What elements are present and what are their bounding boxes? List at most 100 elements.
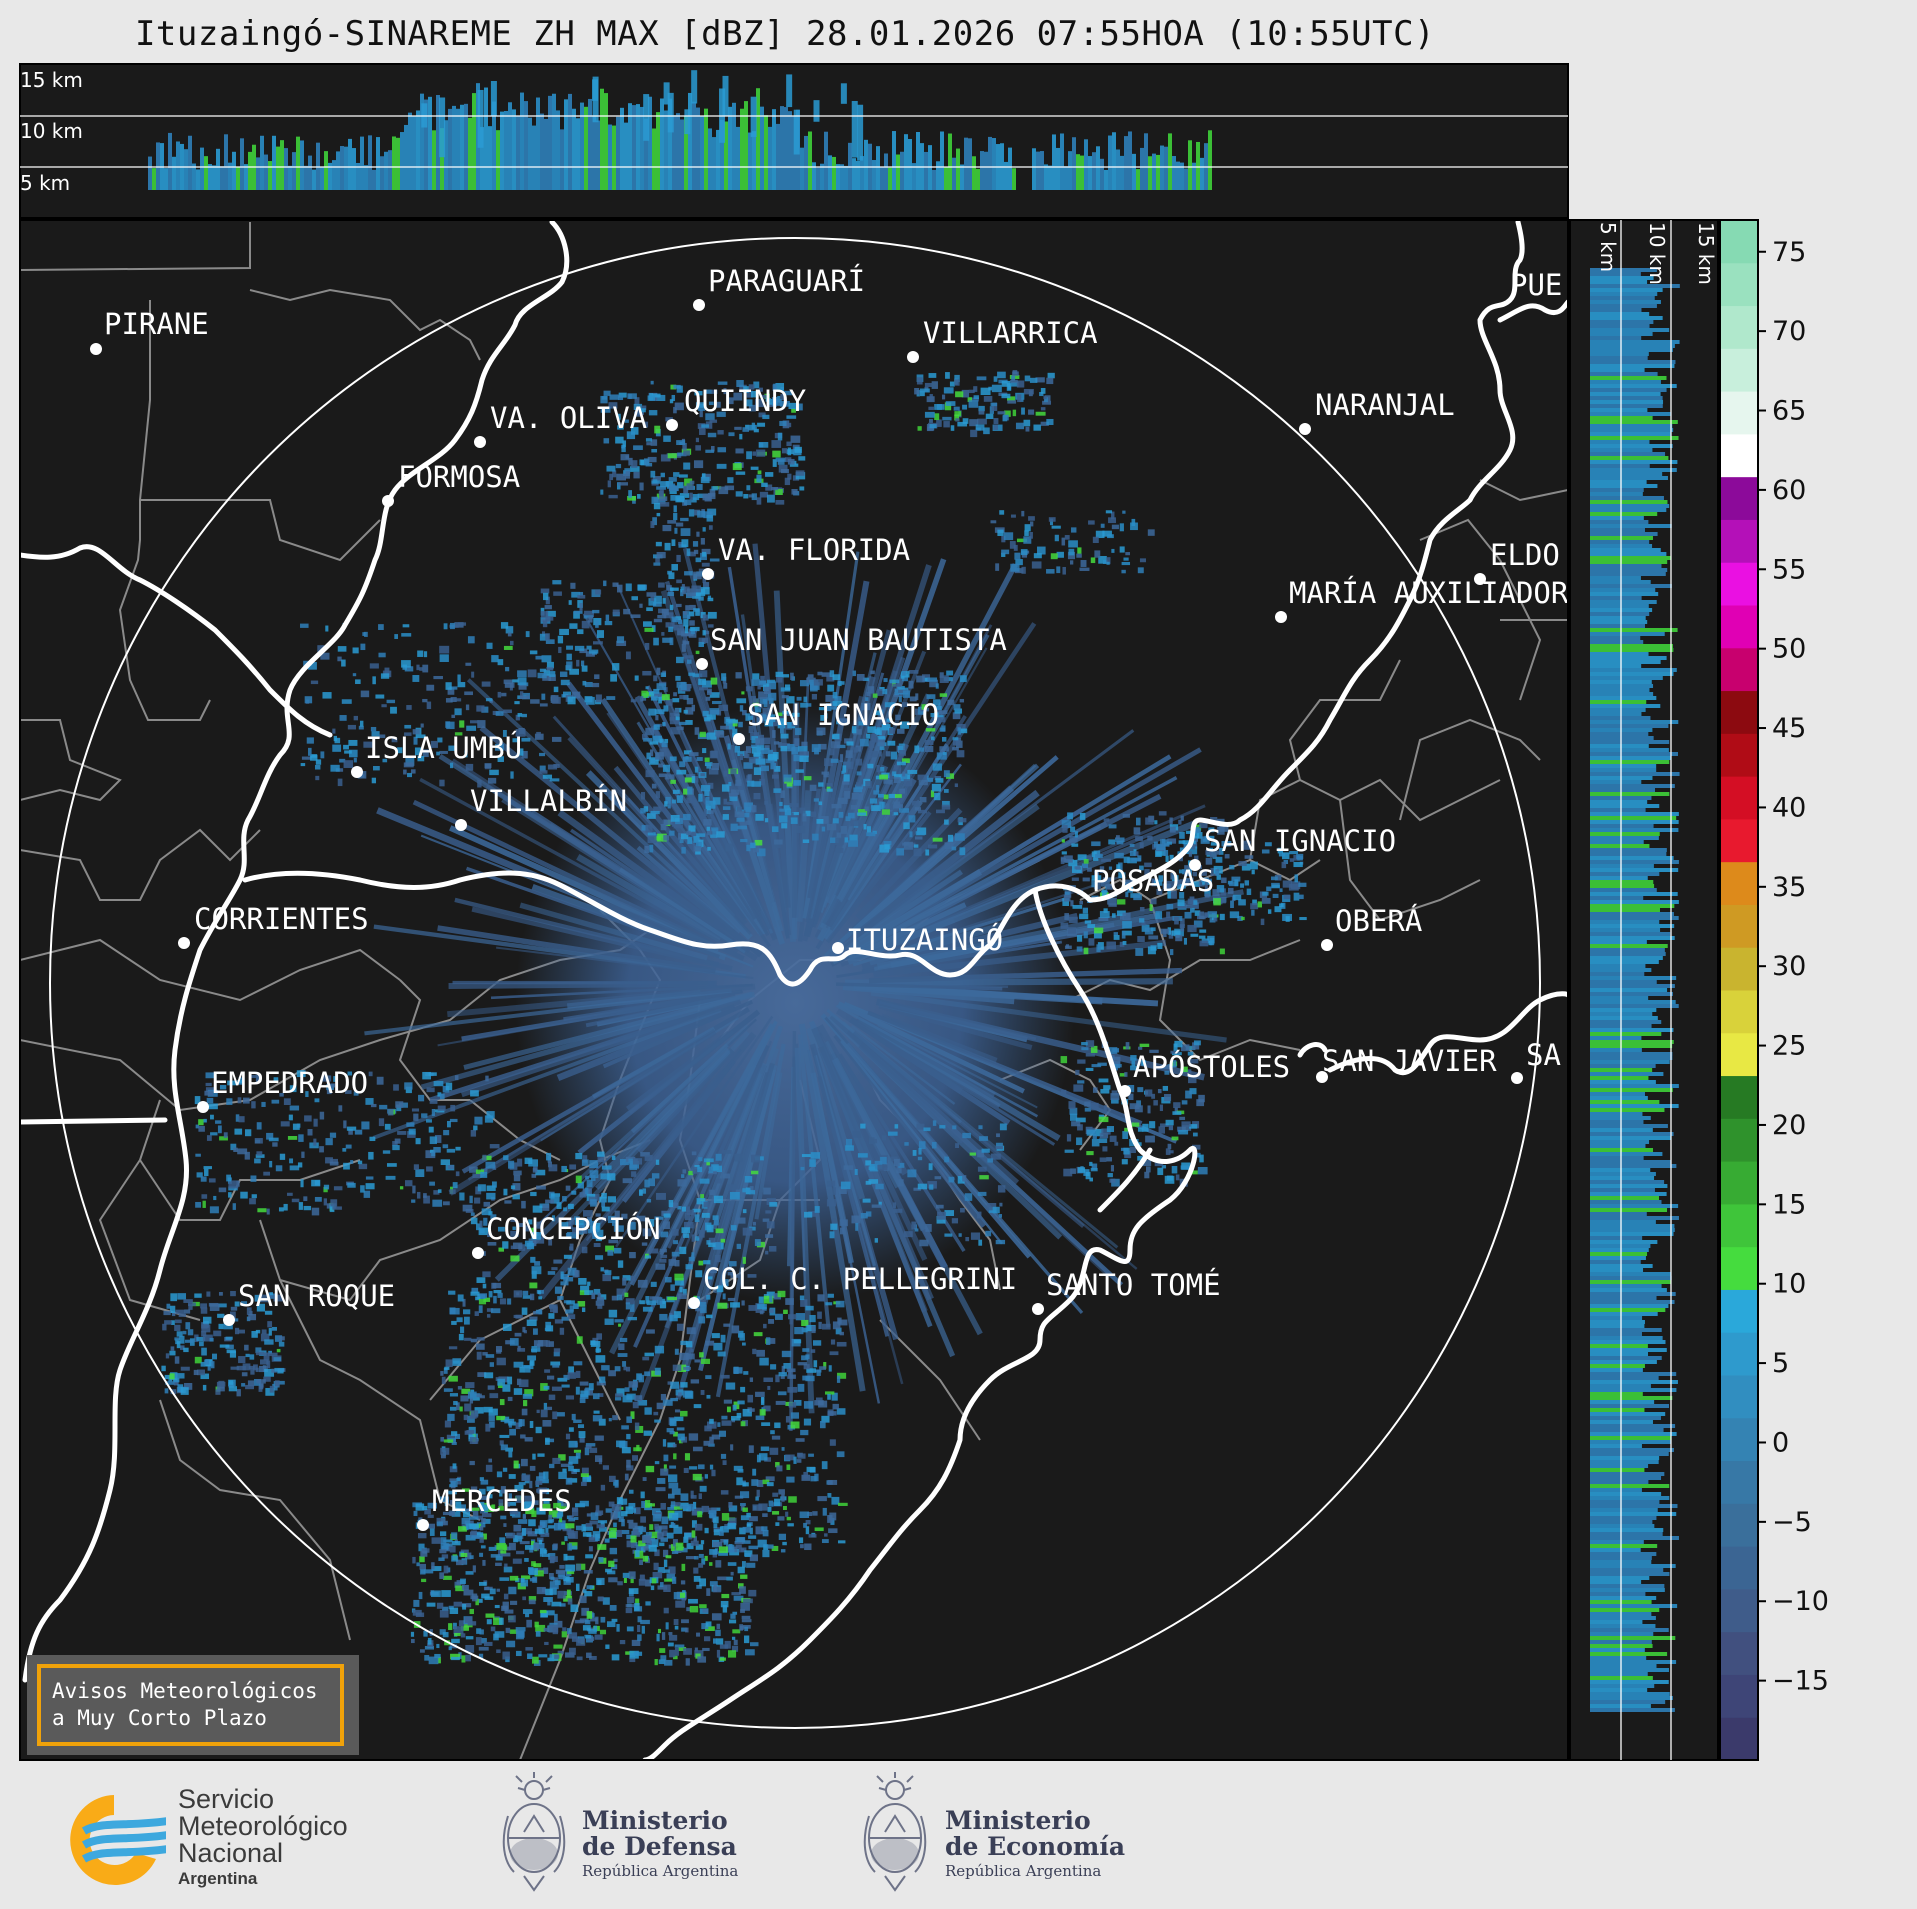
echo-cell bbox=[371, 777, 377, 784]
echo-cell bbox=[494, 1631, 505, 1638]
echo-cell bbox=[433, 675, 443, 680]
echo-cell bbox=[548, 1341, 554, 1347]
echo-cell bbox=[578, 591, 584, 596]
echo-cell bbox=[1229, 911, 1240, 919]
echo-cell bbox=[213, 1330, 222, 1337]
echo-cell bbox=[799, 1511, 810, 1518]
echo-cell bbox=[583, 1570, 593, 1574]
echo-cell bbox=[659, 1258, 667, 1263]
echo-cell bbox=[317, 645, 325, 653]
echo-cell bbox=[593, 1625, 598, 1632]
echo-cell bbox=[782, 710, 789, 715]
echo-cell bbox=[436, 1602, 444, 1609]
echo-cell bbox=[694, 1507, 704, 1513]
echo-cell bbox=[242, 1363, 251, 1371]
echo-cell bbox=[832, 818, 839, 824]
top-echo-column bbox=[1052, 134, 1056, 190]
echo-cell bbox=[663, 705, 669, 712]
echo-cell bbox=[1293, 861, 1303, 868]
echo-cell bbox=[369, 663, 379, 669]
echo-cell bbox=[423, 1195, 430, 1204]
echo-streak bbox=[807, 551, 860, 887]
echo-cell bbox=[1102, 877, 1112, 882]
echo-cell bbox=[1179, 831, 1185, 839]
echo-cell bbox=[533, 1543, 539, 1551]
echo-cell bbox=[705, 1375, 712, 1380]
echo-cell bbox=[235, 1114, 240, 1122]
echo-cell bbox=[751, 493, 757, 501]
echo-cell bbox=[1144, 927, 1154, 935]
echo-cell bbox=[758, 387, 763, 392]
echo-cell bbox=[626, 1459, 631, 1468]
echo-cell bbox=[470, 1410, 479, 1418]
echo-cell bbox=[683, 619, 689, 627]
echo-cell bbox=[664, 738, 669, 743]
echo-cell bbox=[348, 749, 358, 758]
echo-cell bbox=[402, 624, 410, 628]
echo-cell bbox=[228, 1180, 239, 1189]
echo-cell bbox=[745, 807, 751, 813]
echo-cell bbox=[1210, 817, 1218, 821]
echo-cell bbox=[1103, 818, 1110, 822]
echo-cell bbox=[640, 1516, 646, 1523]
echo-cell bbox=[962, 404, 968, 410]
echo-cell bbox=[450, 1653, 460, 1660]
echo-cell bbox=[693, 1567, 699, 1574]
echo-cell bbox=[571, 1190, 577, 1195]
echo-cell bbox=[399, 1186, 404, 1190]
echo-cell bbox=[532, 1453, 536, 1460]
echo-cell bbox=[412, 729, 420, 735]
echo-cell bbox=[655, 752, 664, 760]
echo-cell bbox=[827, 1293, 834, 1298]
echo-cell bbox=[548, 1624, 559, 1633]
echo-cell bbox=[640, 460, 646, 466]
echo-cell bbox=[403, 769, 407, 775]
top-echo-column bbox=[880, 167, 884, 190]
echo-cell bbox=[587, 1228, 597, 1234]
echo-cell bbox=[184, 1309, 191, 1314]
echo-cell bbox=[680, 517, 689, 522]
echo-cell bbox=[436, 1643, 440, 1649]
echo-cell bbox=[728, 432, 735, 437]
echo-cell bbox=[754, 839, 763, 846]
echo-cell bbox=[793, 1339, 802, 1344]
top-echo-column bbox=[284, 148, 288, 190]
echo-cell bbox=[1161, 839, 1166, 846]
echo-cell bbox=[325, 625, 329, 632]
echo-cell bbox=[431, 1537, 442, 1544]
echo-cell bbox=[664, 542, 671, 551]
echo-cell bbox=[709, 1189, 715, 1196]
echo-cell bbox=[924, 745, 934, 753]
echo-cell bbox=[449, 686, 458, 690]
echo-cell bbox=[279, 1092, 284, 1097]
echo-cell bbox=[307, 1129, 313, 1136]
top-echo-column bbox=[244, 164, 248, 190]
echo-cell bbox=[1070, 826, 1076, 832]
echo-cell bbox=[634, 675, 639, 681]
echo-cell bbox=[1182, 840, 1192, 845]
echo-cell bbox=[655, 791, 661, 799]
echo-cell bbox=[1241, 840, 1251, 845]
top-echo-column bbox=[532, 125, 536, 190]
echo-cell bbox=[743, 762, 753, 769]
echo-cell bbox=[508, 1160, 515, 1169]
echo-cell bbox=[474, 1116, 483, 1125]
echo-cell bbox=[268, 1328, 272, 1336]
echo-cell bbox=[1064, 913, 1069, 920]
top-echo-column bbox=[808, 131, 812, 190]
echo-cell bbox=[529, 1420, 534, 1429]
echo-cell bbox=[778, 1489, 785, 1495]
echo-cell bbox=[288, 1114, 293, 1121]
echo-cell bbox=[476, 1351, 482, 1360]
echo-cell bbox=[652, 393, 661, 398]
echo-cell bbox=[479, 1228, 485, 1234]
echo-cell bbox=[790, 1421, 800, 1429]
echo-cell bbox=[914, 807, 921, 811]
echo-cell bbox=[558, 646, 562, 654]
echo-cell bbox=[701, 1623, 709, 1630]
echo-cell bbox=[698, 1229, 705, 1238]
echo-cell bbox=[466, 1430, 475, 1434]
top-echo-column bbox=[688, 92, 692, 190]
echo-cell bbox=[783, 1363, 791, 1369]
echo-cell bbox=[431, 1108, 435, 1117]
